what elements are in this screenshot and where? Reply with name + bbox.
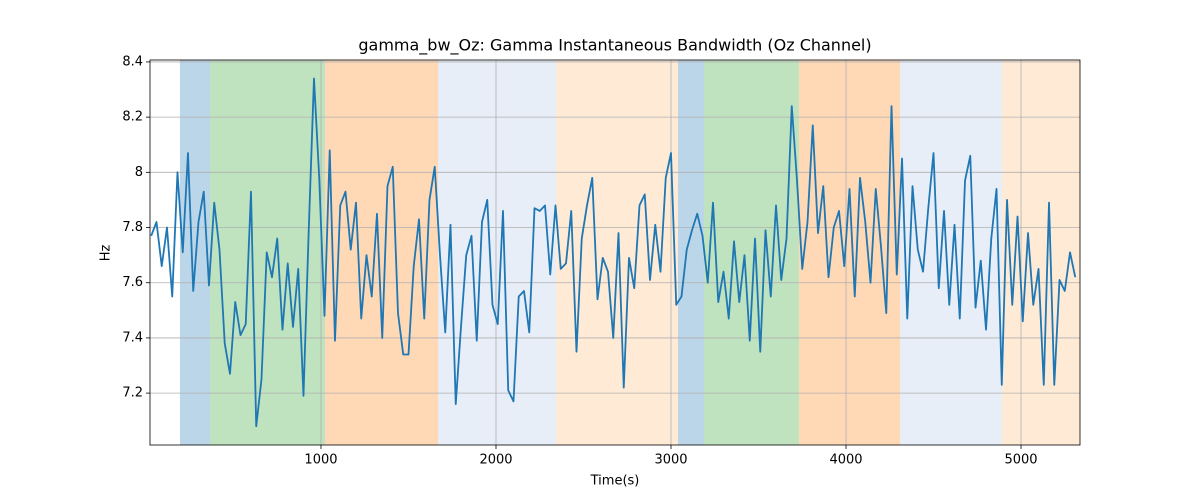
chart-title: gamma_bw_Oz: Gamma Instantaneous Bandwid… (358, 36, 871, 56)
y-tick-label: 8.2 (122, 110, 143, 125)
y-tick-label: 7.2 (122, 386, 143, 401)
x-tick-label: 5000 (1004, 453, 1037, 468)
stage-span (704, 60, 799, 445)
y-tick-label: 8 (135, 165, 143, 180)
data-line (150, 77, 1077, 428)
y-tick-label: 7.4 (122, 330, 143, 345)
x-tick-label: 3000 (654, 453, 687, 468)
stage-span (325, 60, 439, 445)
x-tick-label: 4000 (829, 453, 862, 468)
x-tick-label: 2000 (479, 453, 512, 468)
stage-span (179, 60, 211, 445)
stage-span (900, 60, 1002, 445)
x-axis-label: Time(s) (590, 474, 640, 489)
x-tick-label: 1000 (304, 453, 337, 468)
y-axis-label: Hz (99, 245, 114, 262)
stage-span (1001, 60, 1080, 445)
y-tick-label: 7.6 (122, 275, 143, 290)
y-tick-label: 7.8 (122, 220, 143, 235)
plot-frame (149, 59, 1081, 446)
stage-span (678, 60, 705, 445)
y-tick-label: 8.4 (122, 54, 143, 69)
stage-span (798, 60, 901, 445)
